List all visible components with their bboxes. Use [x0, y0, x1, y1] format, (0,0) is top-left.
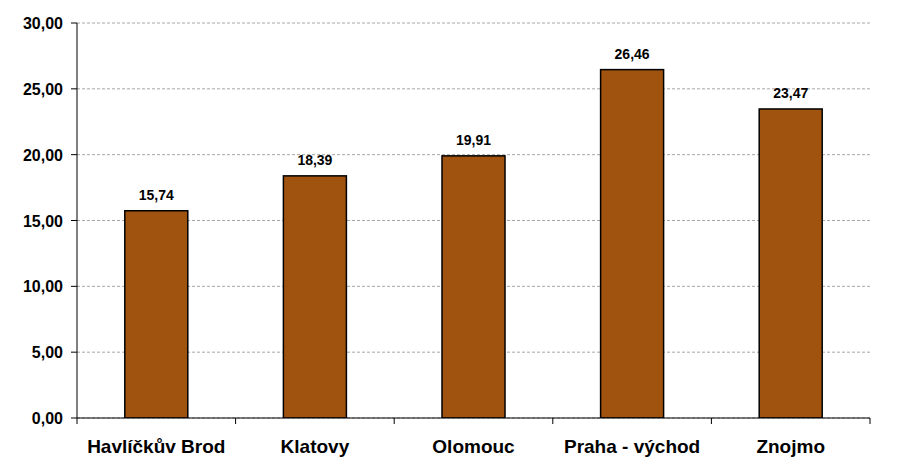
bar — [601, 70, 664, 418]
y-tick — [71, 154, 77, 155]
bar — [125, 211, 188, 418]
grid-line — [77, 418, 870, 419]
data-label: 19,91 — [456, 132, 491, 148]
data-label: 18,39 — [297, 152, 332, 168]
data-label: 15,74 — [139, 187, 174, 203]
x-category-tick — [235, 418, 236, 424]
y-tick-label: 10,00 — [23, 278, 63, 295]
y-tick — [71, 23, 77, 24]
y-tick — [71, 220, 77, 221]
x-tick-label: Klatovy — [281, 436, 350, 457]
y-tick-label: 30,00 — [23, 15, 63, 32]
data-label: 26,46 — [615, 46, 650, 62]
x-category-tick — [394, 418, 395, 424]
grid-line — [77, 154, 870, 155]
bar — [283, 176, 346, 418]
x-category-tick — [711, 418, 712, 424]
chart-container: 0,00 5,00 10,00 15,00 20,00 25,00 30,00 Havlíčk… — [0, 0, 909, 468]
y-axis-line — [77, 23, 78, 418]
y-tick — [71, 352, 77, 353]
x-tick-label: Olomouc — [432, 436, 515, 457]
x-category-tick — [870, 418, 871, 424]
bar — [442, 156, 505, 418]
y-tick-label: 20,00 — [23, 147, 63, 164]
data-label: 23,47 — [773, 85, 808, 101]
chart-svg: 0,00 5,00 10,00 15,00 20,00 25,00 30,00 Havlíčk… — [0, 0, 909, 468]
grid-line — [77, 88, 870, 89]
y-tick — [71, 286, 77, 287]
x-category-tick — [552, 418, 553, 424]
y-tick-label: 5,00 — [32, 344, 63, 361]
y-tick-label: 0,00 — [32, 410, 63, 427]
x-axis-line — [77, 418, 870, 419]
y-tick-label: 25,00 — [23, 81, 63, 98]
x-tick-label: Praha - východ — [564, 436, 700, 457]
x-tick-label: Havlíčkův Brod — [87, 436, 225, 457]
y-tick — [71, 418, 77, 419]
x-category-tick — [77, 418, 78, 424]
x-tick-label: Znojmo — [756, 436, 825, 457]
grid-line — [77, 23, 870, 24]
bars — [125, 70, 822, 418]
y-tick-label: 15,00 — [23, 213, 63, 230]
y-tick — [71, 88, 77, 89]
bar — [759, 109, 822, 418]
